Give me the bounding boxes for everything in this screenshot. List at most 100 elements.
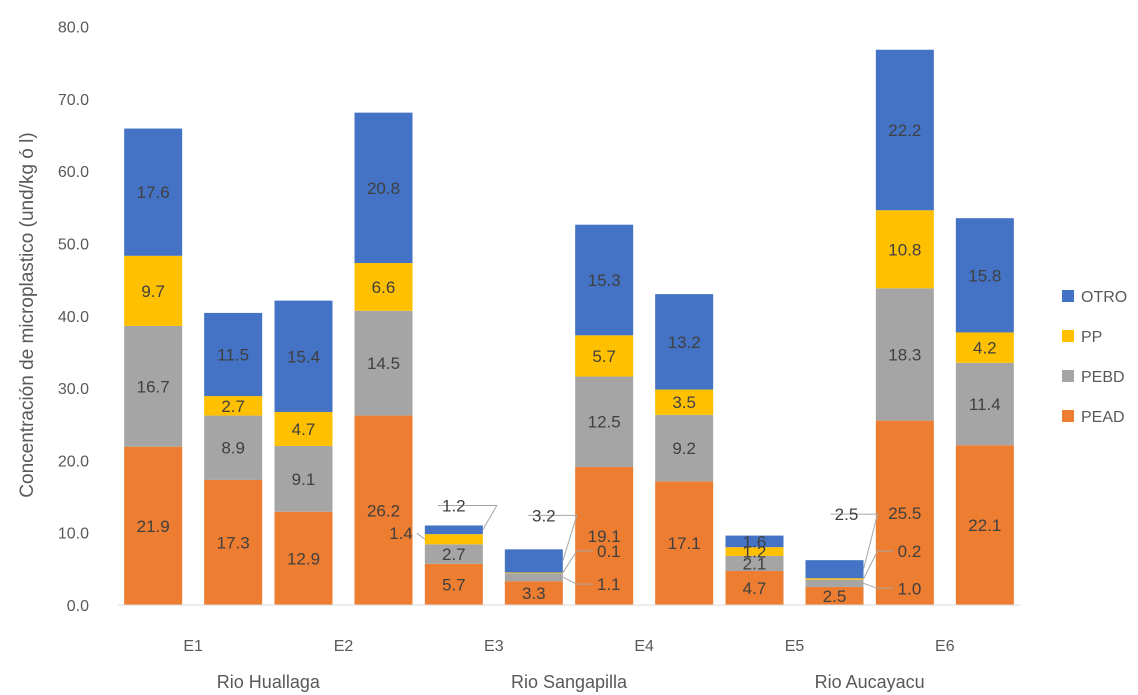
bar-segment-pp — [875, 210, 934, 289]
bar-segment-pebd — [655, 414, 714, 482]
bar-segment-pead — [424, 563, 483, 605]
data-label: 20.8 — [367, 179, 400, 198]
data-label: 2.7 — [442, 545, 466, 564]
data-label: 18.3 — [888, 345, 921, 364]
x-group-label: Rio Sangapilla — [511, 672, 628, 692]
y-tick-label: 40.0 — [58, 309, 89, 326]
data-labels: 21.9 16.7 9.7 17.6 17.3 8.9 2.7 11.5 12.9 9.1 4.7 1… — [137, 121, 1002, 606]
bar-segment-pebd — [204, 415, 263, 480]
x-category-label: E6 — [935, 638, 955, 655]
y-axis-title: Concentración de microplastico (und/kg ó… — [17, 132, 38, 497]
x-category-label: E1 — [183, 638, 203, 655]
label-leader-line — [527, 514, 578, 562]
leader-lines — [416, 504, 894, 589]
data-label: 25.5 — [888, 504, 921, 523]
bar-segment-otro — [424, 525, 483, 535]
bar-segment-pead — [955, 445, 1014, 605]
data-label: 5.7 — [442, 575, 466, 594]
data-label: 12.9 — [287, 549, 320, 568]
bar-segment-otro — [124, 128, 183, 256]
bar-segment-otro — [875, 49, 934, 211]
bar-segment-pp — [124, 255, 183, 326]
bars-layer — [124, 49, 1014, 605]
data-label: 9.7 — [141, 282, 165, 301]
data-label: 21.9 — [137, 517, 170, 536]
bar-segment-pead — [875, 420, 934, 605]
bar-segment-pp — [955, 332, 1014, 363]
data-label: 1.2 — [743, 542, 767, 561]
data-label: 4.7 — [292, 420, 316, 439]
x-category-label: E2 — [334, 638, 354, 655]
bar-segment-pead — [354, 415, 413, 605]
bar-segment-otro — [955, 218, 1014, 333]
data-label: 3.3 — [522, 584, 546, 603]
data-label: 15.4 — [287, 347, 320, 366]
bar-segment-otro — [575, 224, 634, 336]
bar-segment-otro — [204, 312, 263, 397]
data-label: 1.6 — [743, 532, 767, 551]
data-label: 22.1 — [968, 516, 1001, 535]
bar-segment-pp — [204, 396, 263, 416]
data-label: 0.1 — [597, 542, 621, 561]
y-tick-label: 0.0 — [67, 598, 89, 615]
legend-swatch-pebd — [1062, 370, 1074, 382]
x-category-label: E3 — [484, 638, 504, 655]
legend: OTRO PP PEBD PEAD — [1062, 289, 1127, 426]
data-label: 26.2 — [367, 501, 400, 520]
x-group-label: Rio Huallaga — [217, 672, 321, 692]
data-label: 5.7 — [592, 347, 616, 366]
label-leader-line — [437, 504, 498, 531]
data-label: 1.2 — [442, 496, 466, 515]
y-tick-label: 20.0 — [58, 453, 89, 470]
label-leader-line — [562, 576, 593, 585]
y-tick-label: 60.0 — [58, 164, 89, 181]
y-tick-label: 70.0 — [58, 92, 89, 109]
data-label: 11.4 — [969, 395, 1001, 414]
bar-segment-pebd — [274, 445, 333, 512]
legend-label-pead: PEAD — [1081, 409, 1125, 426]
data-label: 13.2 — [668, 333, 701, 352]
y-tick-label: 50.0 — [58, 237, 89, 254]
bar-segment-pebd — [354, 310, 413, 416]
data-label: 19.1 — [588, 527, 621, 546]
bar-segment-otro — [655, 294, 714, 390]
label-leader-line — [863, 582, 894, 589]
data-label: 17.3 — [217, 533, 250, 552]
data-label: 10.8 — [888, 240, 921, 259]
bar-segment-pp — [354, 263, 413, 311]
bar-segment-pebd — [725, 555, 784, 572]
y-axis: 0.0 10.0 20.0 30.0 40.0 50.0 60.0 70.0 80.0 — [58, 20, 89, 615]
legend-swatch-pead — [1062, 410, 1074, 422]
data-label: 1.1 — [597, 575, 621, 594]
bar-segment-pp — [274, 411, 333, 446]
bar-segment-pebd — [124, 325, 183, 447]
bar-segment-pp — [575, 335, 634, 377]
data-label: 4.2 — [973, 339, 997, 358]
bar-segment-pebd — [504, 573, 563, 582]
bar-segment-pead — [805, 586, 864, 605]
data-label: 3.5 — [672, 393, 696, 412]
label-leader-line — [416, 532, 426, 540]
data-label: 3.2 — [532, 506, 556, 525]
bar-segment-otro — [725, 535, 784, 548]
data-label: 17.6 — [137, 183, 170, 202]
bar-segment-pp — [725, 547, 784, 556]
bar-segment-pead — [204, 479, 263, 605]
bar-segment-pp — [805, 578, 864, 580]
data-label: 15.3 — [588, 271, 621, 290]
data-label: 2.7 — [221, 397, 245, 416]
bar-segment-pead — [124, 446, 183, 605]
bar-segment-otro — [354, 112, 413, 264]
legend-label-pp: PP — [1081, 329, 1102, 346]
y-tick-label: 80.0 — [58, 20, 89, 37]
bar-segment-pebd — [575, 376, 634, 467]
x-category-label: E5 — [785, 638, 805, 655]
y-tick-label: 10.0 — [58, 526, 89, 543]
data-label: 1.0 — [898, 579, 922, 598]
data-label: 1.4 — [389, 524, 413, 543]
bar-segment-pp — [504, 572, 563, 574]
data-label: 22.2 — [888, 121, 921, 140]
data-label: 15.8 — [968, 266, 1001, 285]
label-leader-line — [830, 513, 879, 570]
